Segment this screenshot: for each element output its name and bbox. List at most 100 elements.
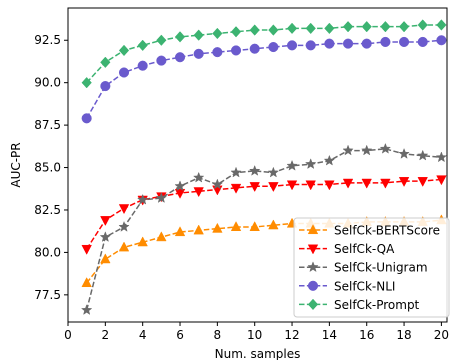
data-point — [249, 221, 260, 232]
legend-label: SelfCk-NLI — [334, 279, 395, 293]
data-point — [156, 231, 167, 242]
data-point — [100, 253, 111, 264]
data-point — [417, 36, 428, 47]
data-point — [268, 182, 279, 193]
legend-marker — [307, 244, 319, 255]
data-point — [249, 182, 260, 193]
x-axis: 0 2 4 6 8 10 12 14 16 18 20 — [64, 322, 449, 342]
legend-label: SelfCk-QA — [334, 242, 395, 256]
data-point — [118, 220, 130, 232]
y-tick-label: 82.5 — [34, 203, 61, 217]
data-point — [212, 222, 223, 233]
data-point — [137, 236, 148, 247]
x-tick-label: 16 — [359, 328, 374, 342]
data-point — [230, 166, 242, 178]
data-point — [118, 44, 130, 57]
legend-marker — [307, 298, 319, 311]
data-point — [156, 34, 167, 46]
data-point — [81, 77, 92, 89]
data-point — [380, 20, 391, 33]
x-tick-label: 0 — [64, 328, 72, 342]
legend-item: SelfCk-NLI — [299, 279, 395, 293]
data-point — [305, 40, 316, 51]
data-point — [193, 48, 204, 59]
data-point — [398, 20, 410, 33]
series-line — [86, 39, 442, 119]
x-tick-label: 20 — [434, 328, 449, 342]
data-point — [286, 159, 298, 171]
data-point — [118, 241, 130, 252]
legend-box — [293, 217, 450, 318]
data-point — [174, 226, 186, 237]
legend: SelfCk-BERTScore SelfCk-QA SelfCk-Unigram S… — [293, 217, 450, 318]
legend-item: SelfCk-Unigram — [299, 261, 428, 275]
data-point — [211, 178, 224, 190]
x-tick-label: 4 — [139, 328, 147, 342]
series-selfck-prompt — [81, 19, 447, 89]
data-point — [230, 45, 242, 56]
series-line — [85, 148, 442, 311]
legend-item: SelfCk-QA — [299, 242, 395, 256]
y-tick-label: 77.5 — [34, 288, 61, 302]
data-point — [324, 38, 335, 49]
x-tick-label: 8 — [214, 328, 222, 342]
y-tick-label: 80.0 — [34, 245, 61, 259]
data-point — [118, 67, 130, 78]
data-point — [342, 20, 354, 33]
data-point — [249, 43, 260, 54]
data-point — [286, 180, 298, 191]
series-line — [86, 24, 442, 84]
plot-area — [80, 19, 448, 315]
data-point — [248, 164, 261, 176]
data-point — [174, 188, 186, 199]
data-point — [436, 35, 447, 46]
data-point — [324, 180, 335, 191]
data-point — [137, 39, 148, 52]
data-point — [286, 22, 298, 35]
x-axis-label: Num. samples — [215, 347, 301, 360]
x-tick-label: 10 — [247, 328, 262, 342]
data-point — [435, 151, 448, 163]
legend-marker — [307, 280, 319, 291]
data-point — [174, 180, 186, 192]
data-point — [361, 144, 373, 156]
data-point — [155, 192, 168, 203]
data-point — [99, 231, 112, 242]
data-point — [193, 187, 204, 198]
data-point — [192, 171, 205, 183]
data-point — [361, 20, 372, 33]
data-point — [230, 221, 242, 232]
y-tick-label: 92.5 — [34, 33, 61, 47]
data-point — [398, 147, 410, 159]
legend-item: SelfCk-Prompt — [299, 298, 420, 312]
y-tick-label: 87.5 — [34, 118, 61, 132]
series-selfck-nli — [81, 35, 447, 124]
data-point — [380, 178, 391, 189]
data-point — [193, 224, 204, 235]
axes-frame — [67, 7, 448, 323]
series-selfck-unigram — [80, 142, 448, 315]
data-point — [399, 36, 410, 47]
data-point — [342, 144, 354, 156]
data-point — [81, 277, 92, 288]
y-tick-label: 85.0 — [34, 161, 61, 175]
data-point — [324, 22, 335, 35]
x-tick-label: 6 — [176, 328, 184, 342]
data-point — [361, 38, 372, 49]
x-tick-label: 12 — [284, 328, 299, 342]
legend-marker — [307, 224, 319, 235]
x-tick-label: 2 — [102, 328, 110, 342]
data-point — [286, 40, 298, 51]
x-tick-label: 18 — [396, 328, 411, 342]
data-point — [268, 41, 279, 53]
data-point — [417, 149, 429, 161]
data-point — [193, 29, 204, 41]
data-point — [156, 55, 167, 66]
y-axis: 77.5 80.0 82.5 85.0 87.5 90.0 92.5 — [34, 33, 68, 302]
data-point — [212, 185, 223, 196]
data-point — [267, 166, 280, 178]
data-point — [118, 204, 130, 215]
data-point — [268, 24, 279, 36]
data-point — [81, 244, 92, 255]
